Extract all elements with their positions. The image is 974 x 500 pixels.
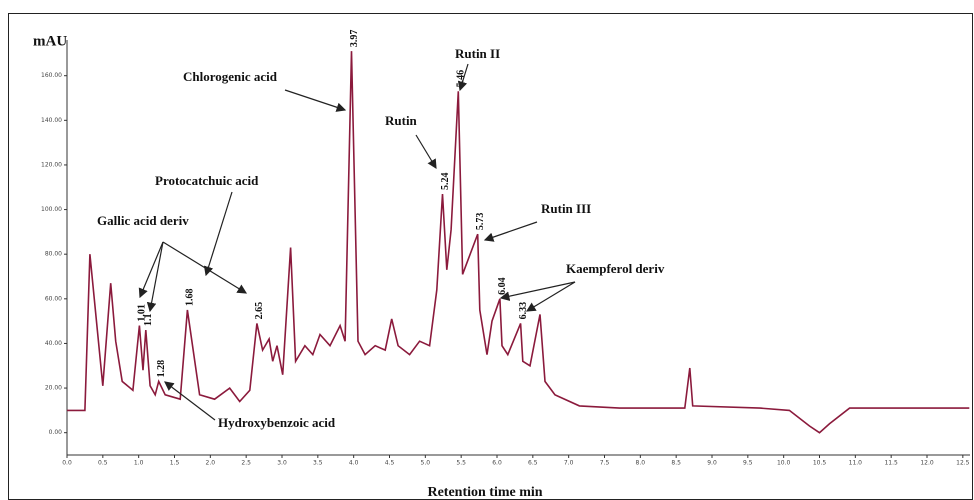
x-tick-label: 2.5: [241, 460, 251, 467]
x-tick-label: 6.0: [492, 460, 502, 467]
annotation-arrow: [415, 134, 437, 170]
peak-label: 5.46: [456, 70, 467, 88]
y-tick-label: 0.00: [49, 429, 63, 436]
x-tick-label: 11.0: [849, 460, 863, 467]
x-tick-label: 4.0: [349, 460, 359, 467]
x-tick-label: 1.5: [170, 460, 180, 467]
annotation-arrow: [457, 63, 469, 92]
x-tick-label: 9.5: [743, 460, 753, 467]
peak-label: 2.65: [254, 302, 265, 320]
y-tick-label: 80.00: [45, 251, 62, 258]
annotation-arrow: [525, 281, 576, 312]
x-tick-label: 5.0: [421, 460, 431, 467]
x-tick-label: 8.5: [671, 460, 681, 467]
x-tick-label: 11.5: [884, 460, 898, 467]
y-tick-label: 100.00: [41, 206, 62, 213]
peak-label: 5.24: [440, 172, 451, 190]
y-tick-label: 140.00: [41, 117, 62, 124]
annotation-arrow: [164, 381, 216, 421]
peak-label: 6.33: [518, 302, 529, 320]
frame: [8, 13, 973, 500]
y-axis-title: mAU: [33, 33, 67, 49]
x-tick-label: 6.5: [528, 460, 538, 467]
x-axis-title: Retention time min: [427, 485, 542, 500]
y-tick-label: 160.00: [41, 72, 62, 79]
peak-label: 1.68: [185, 288, 196, 306]
peak-label: 5.73: [475, 213, 486, 231]
annotation: Kaempferol deriv: [566, 261, 665, 276]
x-tick-label: 10.0: [777, 460, 791, 467]
annotation-arrow: [162, 241, 248, 294]
x-tick-label: 7.5: [600, 460, 610, 467]
x-tick-label: 7.0: [564, 460, 574, 467]
peak-label: 1.01: [137, 304, 148, 322]
y-tick-label: 120.00: [41, 161, 62, 168]
y-tick-label: 40.00: [45, 340, 62, 347]
annotation-arrow: [499, 281, 576, 301]
annotation-arrow: [146, 241, 164, 313]
annotation: Rutin III: [541, 201, 591, 216]
annotation: Rutin: [385, 113, 418, 128]
annotation: Hydroxybenzoic acid: [218, 415, 336, 430]
x-tick-label: 8.0: [636, 460, 646, 467]
chromatogram-line: [67, 51, 970, 434]
x-tick-label: 4.5: [385, 460, 395, 467]
peak-label: 1.1: [143, 314, 154, 327]
annotation: Chlorogenic acid: [183, 69, 278, 84]
annotation: Gallic acid deriv: [97, 213, 189, 228]
annotation-arrow: [138, 241, 164, 299]
annotation: Protocatchuic acid: [155, 173, 259, 188]
peak-label: 1.28: [156, 360, 167, 378]
annotation-arrow: [203, 191, 233, 277]
annotation-arrow: [483, 221, 538, 242]
annotation-arrow: [284, 89, 347, 112]
x-tick-label: 0.0: [62, 460, 72, 467]
x-tick-label: 3.5: [313, 460, 323, 467]
y-tick-label: 20.00: [45, 385, 62, 392]
peak-label: 3.97: [349, 30, 360, 48]
x-tick-label: 12.5: [956, 460, 970, 467]
x-tick-label: 10.5: [813, 460, 827, 467]
peak-label: 6.04: [497, 277, 508, 295]
x-tick-label: 5.5: [456, 460, 466, 467]
annotation: Rutin II: [455, 46, 500, 61]
x-tick-label: 12.0: [920, 460, 934, 467]
x-tick-label: 0.5: [98, 460, 108, 467]
x-tick-label: 2.0: [206, 460, 216, 467]
x-tick-label: 1.0: [134, 460, 144, 467]
y-tick-label: 60.00: [45, 295, 62, 302]
x-tick-label: 9.0: [707, 460, 717, 467]
x-tick-label: 3.0: [277, 460, 287, 467]
